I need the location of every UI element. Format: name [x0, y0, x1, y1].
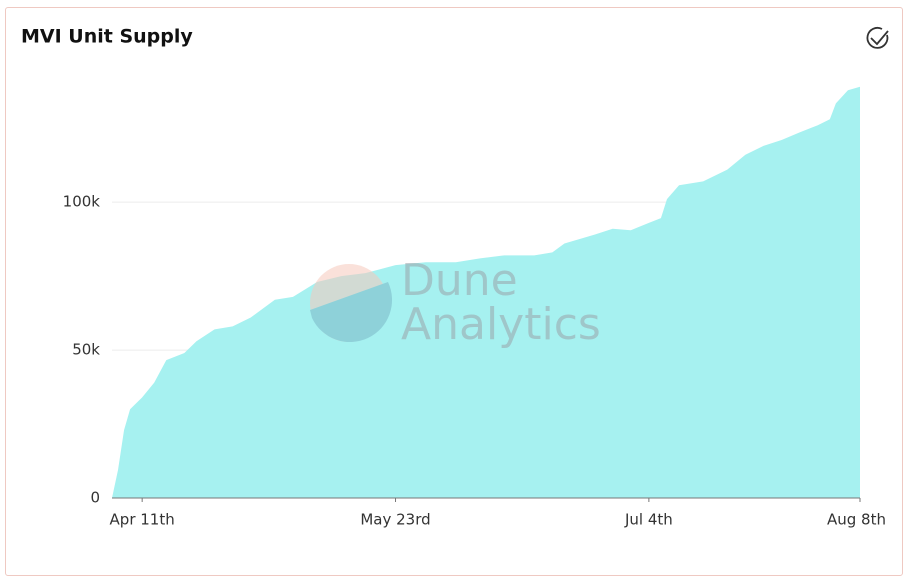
x-tick-label: May 23rd	[360, 511, 430, 529]
y-tick-label: 0	[90, 489, 100, 507]
y-tick-label: 100k	[63, 193, 101, 211]
area	[112, 86, 860, 499]
x-tick-label: Jul 4th	[624, 511, 673, 529]
check-icon[interactable]	[866, 27, 889, 49]
x-tick-label: Apr 11th	[110, 511, 175, 529]
y-tick-label: 50k	[72, 341, 100, 359]
watermark-logo	[310, 282, 393, 343]
watermark-text: Analytics	[401, 299, 601, 350]
chart-title: MVI Unit Supply	[21, 26, 193, 48]
x-tick-label: Aug 8th	[827, 511, 886, 529]
watermark-text: Dune	[401, 255, 518, 306]
